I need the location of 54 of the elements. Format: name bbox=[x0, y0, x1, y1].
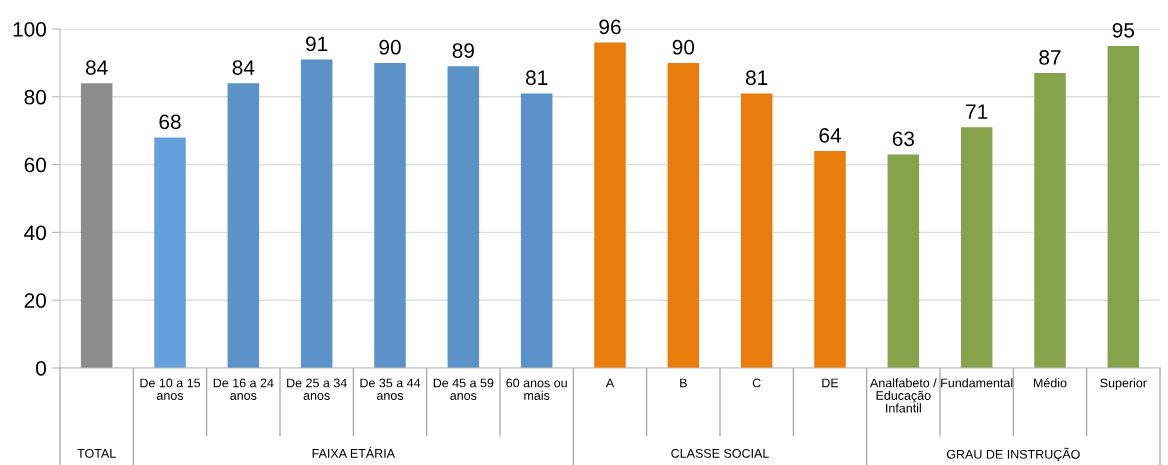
text: FAIXA ETÁRIA bbox=[312, 446, 395, 458]
bar bbox=[154, 137, 186, 368]
x-tick-label: De 45 a 59 anos bbox=[433, 378, 494, 400]
data-label: 87 bbox=[1039, 50, 1061, 65]
x-tick-label: Médio bbox=[1034, 378, 1067, 388]
x-tick-label: 60 anos ou mais bbox=[506, 378, 567, 400]
x-tick-label: Analfabeto / Educação Infantil bbox=[870, 378, 937, 413]
data-label: 84 bbox=[85, 60, 108, 75]
bar bbox=[300, 59, 333, 368]
x-tick-label: De 35 a 44 anos bbox=[360, 378, 421, 400]
bar bbox=[520, 93, 553, 368]
data-label: 81 bbox=[745, 70, 768, 86]
x-tick-label: De 10 a 15 anos bbox=[140, 378, 201, 400]
bar bbox=[447, 66, 480, 368]
text: CLASSE SOCIAL bbox=[671, 448, 769, 458]
data-label: 68 bbox=[159, 114, 181, 130]
bar bbox=[1034, 73, 1066, 368]
data-label: 95 bbox=[1112, 22, 1135, 38]
x-tick-label: Fundamental bbox=[941, 378, 1013, 388]
bar bbox=[814, 151, 846, 368]
data-label: 91 bbox=[306, 36, 328, 52]
data-label: 90 bbox=[672, 39, 695, 55]
data-label: 96 bbox=[599, 19, 621, 35]
data-label: 71 bbox=[966, 104, 988, 119]
data-label: 90 bbox=[379, 39, 401, 55]
data-label: 89 bbox=[452, 43, 474, 59]
data-label: 64 bbox=[819, 128, 841, 143]
text: GRAU DE INSTRUÇÃO bbox=[946, 447, 1080, 462]
bar bbox=[374, 62, 406, 368]
bar bbox=[1107, 45, 1140, 368]
bar bbox=[960, 127, 993, 368]
y-tick-label: 40 bbox=[24, 225, 46, 241]
bar bbox=[80, 83, 113, 368]
x-tick-label: DE bbox=[822, 378, 839, 388]
bar bbox=[667, 62, 700, 368]
text: TOTAL bbox=[77, 448, 116, 458]
bar bbox=[594, 42, 626, 368]
x-tick-label: Superior bbox=[1100, 378, 1147, 390]
bar bbox=[227, 83, 260, 368]
y-tick-label: 60 bbox=[24, 157, 46, 173]
y-tick-label: 100 bbox=[13, 22, 46, 37]
bar bbox=[740, 93, 773, 368]
x-tick-label: A bbox=[605, 378, 615, 388]
data-label: 63 bbox=[892, 131, 915, 147]
y-tick-label: 80 bbox=[24, 89, 46, 105]
x-tick-label: B bbox=[680, 378, 687, 388]
y-tick-label: 20 bbox=[24, 293, 46, 308]
data-label: 84 bbox=[232, 60, 255, 75]
data-label: 81 bbox=[525, 70, 548, 86]
bar bbox=[887, 154, 920, 368]
x-tick-label: De 16 a 24 anos bbox=[213, 378, 274, 400]
x-tick-label: De 25 a 34 anos bbox=[287, 378, 347, 400]
y-tick-label: 0 bbox=[36, 361, 46, 376]
x-tick-label: C bbox=[752, 378, 761, 388]
